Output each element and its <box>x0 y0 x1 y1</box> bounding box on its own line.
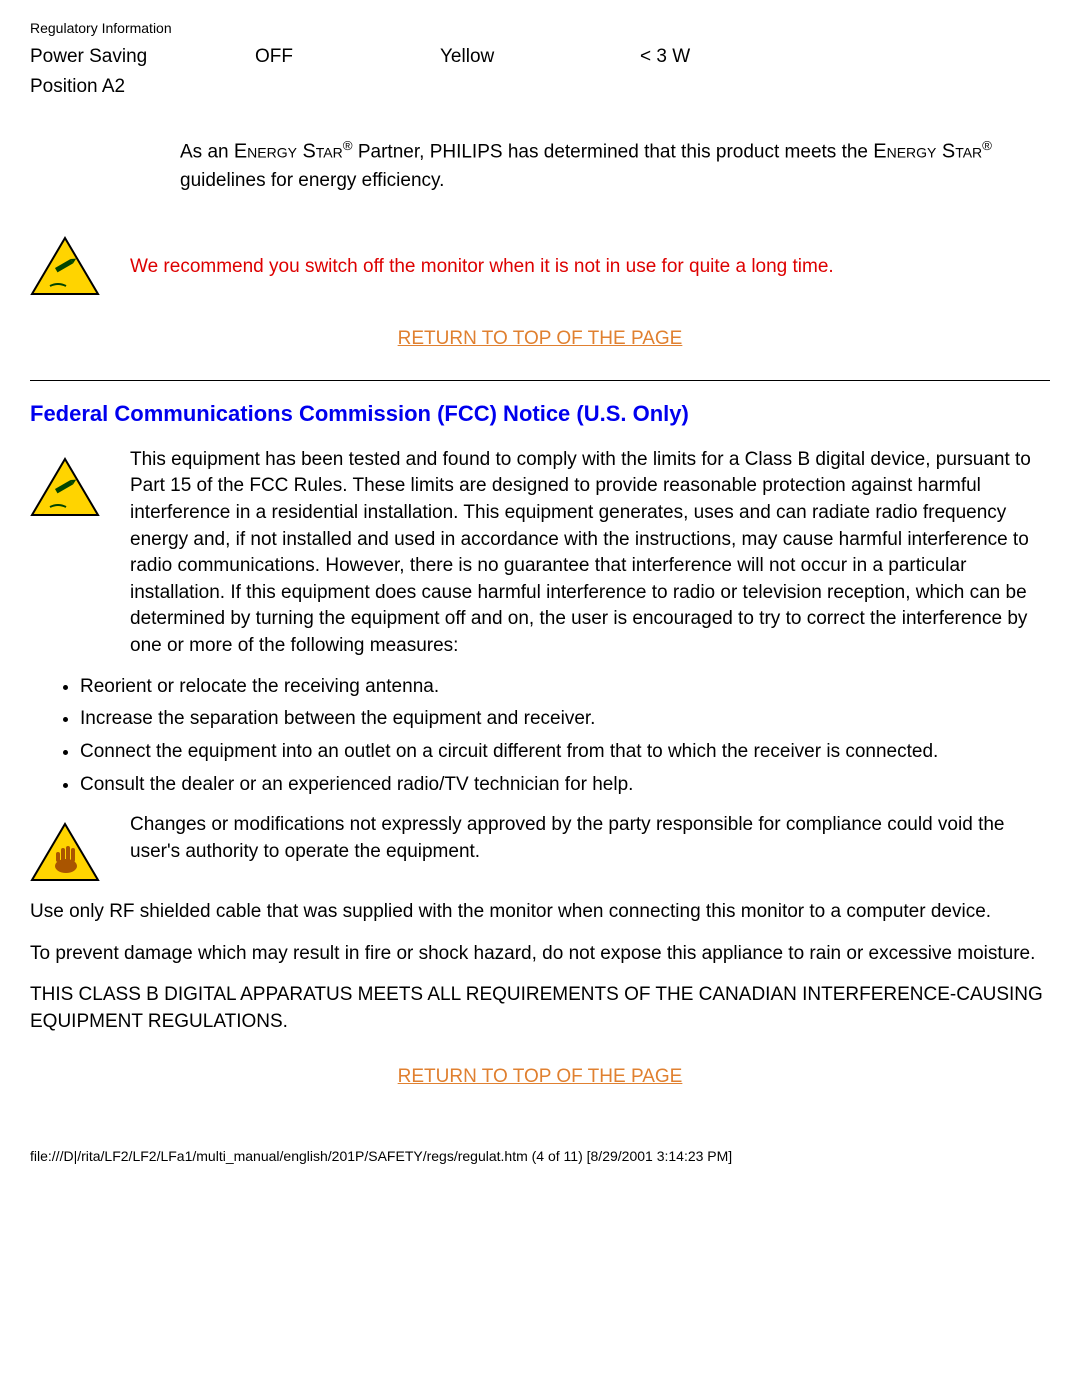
return-to-top-link-1[interactable]: RETURN TO TOP OF THE PAGE <box>30 328 1050 350</box>
footer-path: file:///D|/rita/LF2/LF2/LFa1/multi_manua… <box>30 1148 1050 1164</box>
list-item: Increase the separation between the equi… <box>80 707 1050 732</box>
changes-row: Changes or modifications not expressly a… <box>30 812 1050 884</box>
warning-write-icon <box>30 236 100 298</box>
recommendation-text: We recommend you switch off the monitor … <box>130 256 834 278</box>
list-item: Reorient or relocate the receiving anten… <box>80 675 1050 700</box>
energy-star-statement: As an Energy Star® Partner, PHILIPS has … <box>180 136 1050 196</box>
changes-text: Changes or modifications not expressly a… <box>130 812 1050 865</box>
warning-hand-icon <box>30 822 100 884</box>
return-to-top-link-2[interactable]: RETURN TO TOP OF THE PAGE <box>30 1066 1050 1088</box>
fcc-body-row: This equipment has been tested and found… <box>30 447 1050 660</box>
fcc-measures-list: Reorient or relocate the receiving anten… <box>30 675 1050 798</box>
fcc-body-text: This equipment has been tested and found… <box>130 447 1050 660</box>
list-item: Consult the dealer or an experienced rad… <box>80 773 1050 798</box>
power-saving-table: Power Saving Position A2 OFF Yellow < 3 … <box>30 46 1050 106</box>
power-state: OFF <box>255 46 440 106</box>
power-saving-label: Power Saving <box>30 46 215 68</box>
led-color: Yellow <box>440 46 640 106</box>
power-consumption: < 3 W <box>640 46 730 106</box>
list-item: Connect the equipment into an outlet on … <box>80 740 1050 765</box>
recommendation-row: We recommend you switch off the monitor … <box>30 236 1050 298</box>
position-label: Position A2 <box>30 76 215 98</box>
canadian-text: THIS CLASS B DIGITAL APPARATUS MEETS ALL… <box>30 982 1050 1035</box>
header-title: Regulatory Information <box>30 20 1050 36</box>
divider <box>30 380 1050 381</box>
rf-shielded-text: Use only RF shielded cable that was supp… <box>30 899 1050 926</box>
warning-write-icon <box>30 457 100 519</box>
fcc-heading: Federal Communications Commission (FCC) … <box>30 401 1050 427</box>
moisture-text: To prevent damage which may result in fi… <box>30 941 1050 968</box>
